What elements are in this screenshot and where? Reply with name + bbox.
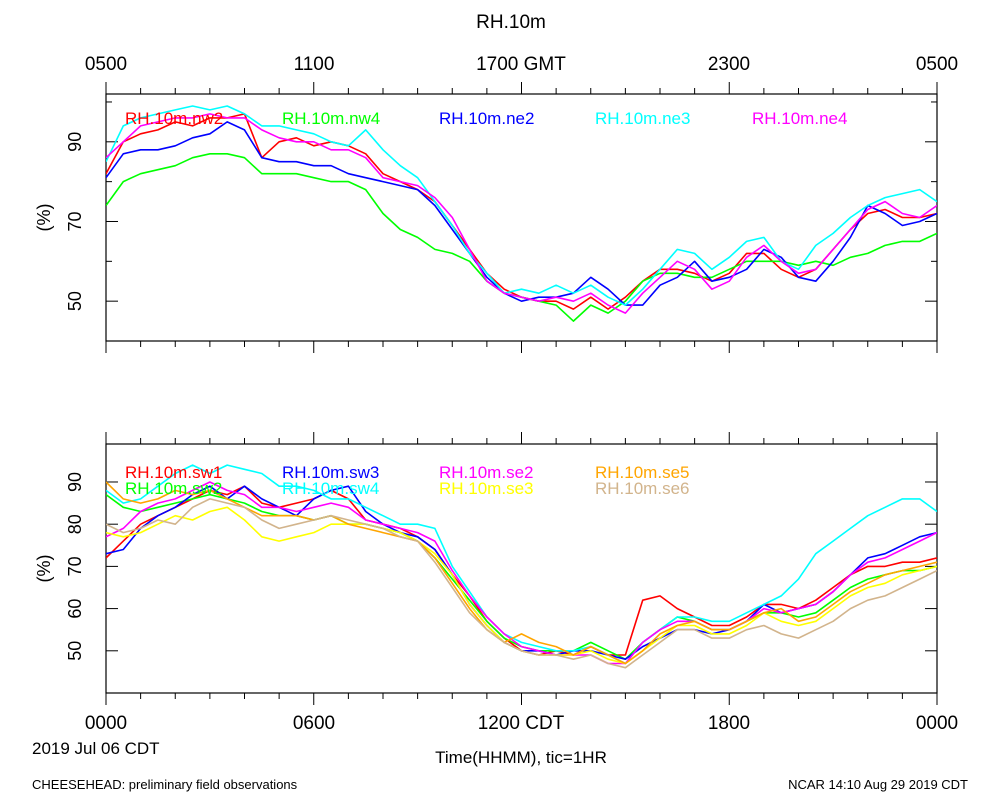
top-tick-label-0: 0500 — [85, 54, 127, 75]
legend-label-RH-10m-se5: RH.10m.se5 — [595, 463, 689, 482]
series-line-RH-10m-ne4 — [106, 113, 937, 314]
legend-label-RH-10m-se3: RH.10m.se3 — [439, 479, 533, 498]
legend-label-RH-10m-sw3: RH.10m.sw3 — [282, 463, 379, 482]
top-tick-label-3: 2300 — [708, 54, 750, 75]
series-line-RH-10m-se3 — [106, 506, 937, 665]
bottom-tick-label-3: 1800 — [708, 713, 750, 734]
series-line-RH-10m-sw4 — [106, 464, 937, 665]
legend-label-RH-10m-se6: RH.10m.se6 — [595, 479, 689, 498]
upper-panel: 50 70 90 (%) RH.10m.nw2 RH.10m.nw4 RH.10m.ne2 R… — [34, 82, 938, 353]
top-tick-label-4: 0500 — [916, 54, 958, 75]
series-line-RH-10m-se6 — [106, 498, 937, 669]
date-label: 2019 Jul 06 CDT — [32, 739, 160, 758]
legend-label-RH-10m-sw1: RH.10m.sw1 — [125, 463, 222, 482]
series-line-RH-10m-nw4 — [106, 153, 937, 322]
series-line-RH-10m-ne3 — [106, 105, 937, 306]
bottom-tick-label-4: 0000 — [916, 713, 958, 734]
plot-frame-upper — [105, 93, 938, 342]
legend-label-RH-10m-ne4: RH.10m.ne4 — [752, 109, 847, 128]
y-tick-label-upper: 90 — [65, 132, 85, 152]
bottom-tick-label-2: 1200 CDT — [478, 713, 565, 734]
series-group-upper — [106, 105, 937, 322]
series-line-RH-10m-ne2 — [106, 121, 937, 306]
bottom-tick-label-1: 0600 — [293, 713, 335, 734]
y-tick-label-lower: 90 — [65, 472, 85, 492]
y-axis-label-upper: (%) — [34, 204, 54, 232]
x-axis-label: Time(HHMM), tic=1HR — [435, 748, 607, 767]
legend-label-RH-10m-se2: RH.10m.se2 — [439, 463, 533, 482]
legend-label-RH-10m-nw4: RH.10m.nw4 — [282, 109, 380, 128]
y-tick-label-lower: 50 — [65, 641, 85, 661]
chart-title: RH.10m — [476, 12, 546, 33]
legend-label-RH-10m-nw2: RH.10m.nw2 — [125, 109, 223, 128]
series-line-RH-10m-sw1 — [106, 485, 937, 656]
series-group-lower — [106, 464, 937, 669]
footer-left: CHEESEHEAD: preliminary field observatio… — [32, 777, 298, 792]
y-tick-label-upper: 70 — [65, 211, 85, 231]
legend-label-RH-10m-sw2: RH.10m.sw2 — [125, 479, 222, 498]
legend-label-RH-10m-ne2: RH.10m.ne2 — [439, 109, 534, 128]
y-tick-label-upper: 50 — [65, 291, 85, 311]
y-tick-label-lower: 70 — [65, 556, 85, 576]
bottom-tick-label-0: 0000 — [85, 713, 127, 734]
legend-label-RH-10m-sw4: RH.10m.sw4 — [282, 479, 379, 498]
y-tick-label-lower: 60 — [65, 599, 85, 619]
footer-right: NCAR 14:10 Aug 29 2019 CDT — [788, 777, 968, 792]
y-axis-label-lower: (%) — [34, 555, 54, 583]
top-tick-label-1: 1100 — [294, 54, 335, 75]
y-tick-label-lower: 80 — [65, 514, 85, 534]
series-line-RH-10m-se2 — [106, 481, 937, 665]
top-tick-label-2: 1700 GMT — [476, 54, 566, 75]
legend-label-RH-10m-ne3: RH.10m.ne3 — [595, 109, 690, 128]
